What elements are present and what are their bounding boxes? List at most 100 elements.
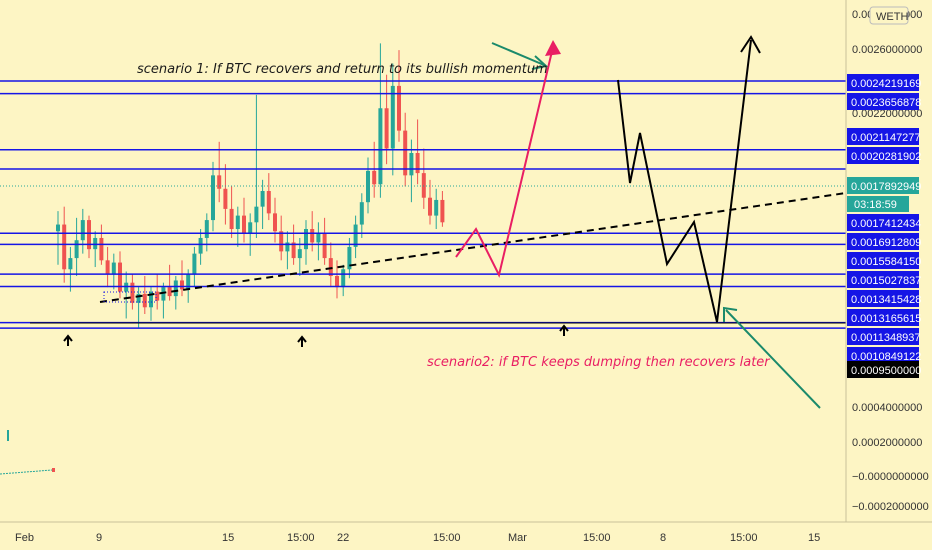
candle — [285, 231, 290, 270]
level-price-value: 0.0011348937 — [851, 332, 921, 344]
level-price-value: 0.0013165615 — [851, 313, 921, 325]
candle — [105, 246, 110, 288]
candle — [260, 179, 265, 230]
candle — [130, 273, 135, 310]
level-price-tag: 0.0020281902 — [847, 147, 921, 164]
candle — [353, 215, 358, 259]
current-price-tag: 0.0017892949 03:18:59 — [847, 177, 921, 212]
candle — [149, 287, 153, 321]
level-price-value: 0.0017412434 — [851, 218, 921, 230]
candle — [111, 253, 116, 290]
scenario1-path[interactable] — [455, 46, 554, 278]
pointer-arrow-top — [491, 42, 545, 66]
candle — [248, 213, 253, 256]
level-price-tags: 0.0024219169 0.0023656878 0.0021147277 0.00… — [847, 74, 921, 364]
dashed-trendline[interactable] — [99, 192, 847, 303]
candle — [316, 222, 321, 261]
candle — [266, 173, 271, 221]
price-tick-label: 0.0026000000 — [852, 44, 922, 56]
time-tick-label: 15 — [222, 532, 234, 544]
scenario2-arrowhead — [740, 35, 761, 54]
level-price-tag: 0.0023656878 — [847, 93, 921, 110]
candle — [421, 148, 426, 209]
candle — [211, 161, 215, 232]
price-tick-label: −0.0002000000 — [852, 501, 929, 513]
level-price-tag: 0.0011348937 — [847, 328, 921, 345]
level-price-value: 0.0016912809 — [851, 237, 921, 249]
level-price-value: 0.0010849122 — [851, 351, 921, 363]
time-tick-label: 15 — [808, 532, 820, 544]
candle — [254, 94, 259, 238]
candle — [217, 141, 222, 203]
candle — [93, 231, 98, 268]
level-price-tag: 0.0015027837 — [847, 271, 921, 288]
candle — [341, 264, 346, 297]
time-tick-label: 22 — [337, 532, 349, 544]
level-price-tag: 0.0013415428 — [847, 290, 921, 307]
candle — [118, 251, 122, 299]
candle — [155, 273, 160, 310]
candle — [223, 164, 228, 225]
candle — [68, 246, 73, 292]
candle — [142, 275, 147, 314]
candle — [366, 157, 370, 214]
candle — [434, 188, 439, 230]
countdown-timer: 03:18:59 — [854, 199, 897, 211]
candle — [242, 197, 246, 243]
price-tick-label: 0.0004000000 — [852, 402, 922, 414]
candle — [56, 211, 60, 265]
price-tick-label: 0.0022000000 — [852, 108, 922, 120]
support-price-value: 0.0009500000 — [851, 365, 921, 377]
candle — [80, 208, 85, 254]
candle — [180, 260, 184, 297]
symbol-badge-label: WETH — [876, 11, 908, 23]
level-price-tag: 0.0010849122 — [847, 347, 921, 364]
pointer-arrow-bottom — [725, 309, 821, 409]
candle — [397, 50, 401, 142]
scenario2-note[interactable]: scenario2: if BTC keeps dumping then rec… — [427, 355, 771, 370]
up-arrow-marker-1 — [63, 334, 73, 346]
level-price-value: 0.0024219169 — [851, 78, 921, 90]
up-arrow-marker-3 — [559, 324, 569, 336]
time-tick-label: 8 — [660, 532, 666, 544]
level-price-tag: 0.0015584150 — [847, 252, 921, 269]
support-price-tag: 0.0009500000 — [847, 361, 921, 378]
level-price-value: 0.0023656878 — [851, 97, 921, 109]
indicator-line — [0, 469, 53, 475]
candle — [378, 43, 383, 198]
candle — [440, 191, 445, 227]
candle — [87, 215, 91, 259]
candle — [192, 246, 197, 288]
candle — [136, 287, 141, 328]
candle — [173, 275, 178, 310]
candle — [415, 119, 420, 185]
scenario1-note[interactable]: scenario 1: If BTC recovers and return t… — [137, 62, 548, 77]
price-tick-label: −0.0000000000 — [852, 471, 929, 483]
candle — [74, 217, 79, 276]
pointer-arrowhead-bottom — [723, 306, 738, 322]
time-axis[interactable]: Feb 9 15 15:00 22 15:00 Mar 15:00 8 15:00 15 — [15, 532, 820, 544]
candle — [273, 197, 277, 243]
candle — [428, 179, 432, 225]
candle — [279, 215, 284, 261]
scenario1-arrowhead — [545, 40, 561, 56]
candle — [322, 217, 327, 265]
candle — [335, 260, 339, 299]
level-price-value: 0.0013415428 — [851, 294, 921, 306]
pattern-box — [103, 291, 157, 303]
level-price-tag: 0.0017412434 — [847, 214, 921, 231]
symbol-badge[interactable]: WETH — [869, 6, 909, 25]
scenario2-path[interactable] — [617, 39, 752, 323]
pointer-arrowhead-top — [531, 55, 549, 70]
candle — [304, 220, 308, 265]
candle — [359, 193, 364, 238]
current-price-value: 0.0017892949 — [851, 181, 921, 193]
candle — [167, 264, 172, 301]
candle — [328, 242, 333, 288]
time-tick-label: Feb — [15, 532, 34, 544]
time-tick-label: 9 — [96, 532, 102, 544]
indicator-dot — [52, 468, 55, 472]
